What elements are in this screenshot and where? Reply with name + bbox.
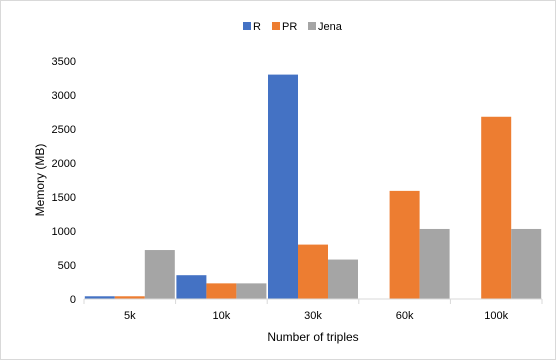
legend-label-pr: PR xyxy=(282,21,297,33)
legend: R PR Jena xyxy=(243,21,343,33)
legend-swatch-pr xyxy=(272,22,280,30)
bar-pr-30k xyxy=(298,244,328,299)
y-tick-label: 2500 xyxy=(52,124,76,136)
bar-r-30k xyxy=(268,74,298,299)
x-axis-ticks: 5k 10k 30k 60k 100k xyxy=(83,299,543,322)
y-tick-label: 0 xyxy=(70,294,76,306)
y-tick-label: 500 xyxy=(58,260,76,272)
x-tick-label: 100k xyxy=(484,310,508,322)
x-tick-label: 10k xyxy=(213,310,231,322)
legend-swatch-r xyxy=(243,22,251,30)
bar-jena-100k xyxy=(511,228,542,299)
y-axis-ticks: 0 500 1000 1500 2000 2500 3000 3500 xyxy=(52,56,76,306)
y-axis-title: Memory (MB) xyxy=(33,144,47,217)
x-axis-title: Number of triples xyxy=(267,330,358,344)
legend-swatch-jena xyxy=(308,22,316,30)
bar-pr-60k xyxy=(389,190,420,299)
bar-jena-30k xyxy=(328,259,358,299)
y-tick-label: 3000 xyxy=(52,90,76,102)
x-tick-label: 30k xyxy=(304,310,322,322)
legend-label-r: R xyxy=(253,21,261,33)
bar-jena-10k xyxy=(236,283,267,299)
y-tick-label: 3500 xyxy=(52,56,76,68)
bar-pr-5k xyxy=(114,296,145,299)
x-tick-label: 60k xyxy=(396,310,414,322)
bar-jena-60k xyxy=(419,228,450,299)
bar-pr-100k xyxy=(481,116,512,299)
bar-jena-5k xyxy=(144,250,175,299)
y-tick-label: 1000 xyxy=(52,226,76,238)
y-tick-label: 2000 xyxy=(52,158,76,170)
bar-r-10k xyxy=(176,275,207,299)
bar-pr-10k xyxy=(206,283,237,299)
y-tick-label: 1500 xyxy=(52,192,76,204)
x-tick-label: 5k xyxy=(124,310,136,322)
bar-r-5k xyxy=(84,296,115,299)
bars xyxy=(84,74,542,299)
legend-label-jena: Jena xyxy=(318,21,343,33)
